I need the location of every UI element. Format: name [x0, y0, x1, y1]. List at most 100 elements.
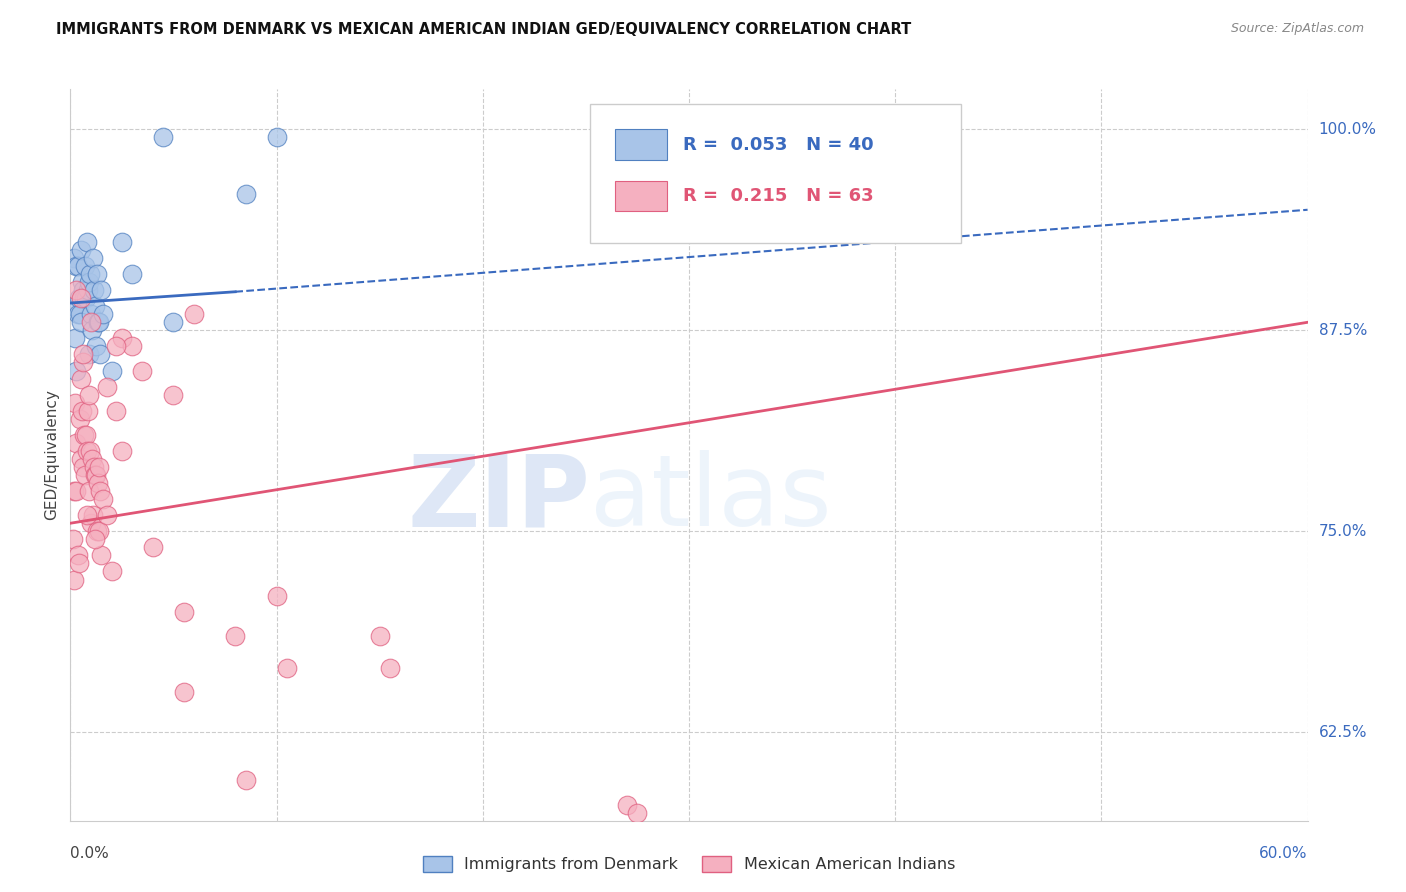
Point: [111, 235, 134, 249]
Text: 60.0%: 60.0%: [1260, 846, 1308, 861]
Legend: Immigrants from Denmark, Mexican American Indians: Immigrants from Denmark, Mexican America…: [416, 849, 962, 879]
Point: [76, 443, 98, 458]
Point: [121, 339, 143, 353]
Point: [235, 186, 257, 201]
Point: [65, 283, 87, 297]
Point: [65, 395, 87, 409]
Point: [89, 460, 111, 475]
Point: [89, 347, 111, 361]
Point: [75, 291, 97, 305]
Point: [91, 307, 114, 321]
Text: atlas: atlas: [591, 450, 831, 548]
Text: 100.0%: 100.0%: [1319, 122, 1376, 136]
Point: [90, 283, 112, 297]
FancyBboxPatch shape: [614, 180, 666, 211]
Point: [62, 533, 84, 547]
FancyBboxPatch shape: [614, 129, 666, 161]
Point: [63, 573, 86, 587]
Text: Source: ZipAtlas.com: Source: ZipAtlas.com: [1230, 22, 1364, 36]
Point: [82, 508, 104, 523]
Point: [73, 468, 96, 483]
Point: [86, 524, 108, 539]
Point: [89, 524, 111, 539]
Text: 75.0%: 75.0%: [1319, 524, 1367, 539]
Point: [70, 275, 93, 289]
Point: [72, 355, 94, 369]
Point: [77, 484, 100, 499]
Point: [84, 299, 107, 313]
Point: [100, 363, 122, 377]
Point: [70, 403, 93, 417]
Point: [72, 460, 94, 475]
Point: [368, 629, 391, 643]
Point: [111, 443, 134, 458]
Point: [121, 267, 143, 281]
Text: ZIP: ZIP: [408, 450, 591, 548]
Point: [77, 347, 100, 361]
Point: [77, 275, 100, 289]
Point: [266, 130, 288, 145]
Point: [83, 283, 105, 297]
Text: 62.5%: 62.5%: [1319, 724, 1367, 739]
Point: [84, 468, 107, 483]
Point: [80, 323, 103, 337]
Y-axis label: GED/Equivalency: GED/Equivalency: [44, 390, 59, 520]
FancyBboxPatch shape: [591, 103, 962, 243]
Point: [142, 541, 165, 555]
Point: [378, 661, 401, 675]
Point: [65, 259, 87, 273]
Point: [266, 589, 288, 603]
Point: [76, 508, 98, 523]
Point: [73, 291, 96, 305]
Point: [72, 283, 94, 297]
Point: [173, 605, 195, 619]
Point: [73, 427, 96, 442]
Point: [86, 267, 108, 281]
Point: [82, 251, 104, 265]
Point: [67, 291, 90, 305]
Point: [84, 468, 107, 483]
Point: [173, 685, 195, 699]
Point: [87, 315, 110, 329]
Text: R =  0.053   N = 40: R = 0.053 N = 40: [683, 136, 873, 153]
Point: [63, 251, 86, 265]
Point: [69, 411, 91, 425]
Point: [72, 347, 94, 361]
Point: [104, 403, 127, 417]
Point: [84, 339, 107, 353]
Point: [62, 299, 84, 313]
Point: [69, 371, 91, 385]
Point: [89, 484, 111, 499]
Point: [66, 307, 89, 321]
Point: [235, 773, 257, 788]
Point: [69, 291, 91, 305]
Point: [162, 387, 184, 401]
Point: [80, 452, 103, 467]
Point: [63, 484, 86, 499]
Point: [69, 307, 91, 321]
Point: [69, 452, 91, 467]
Text: 0.0%: 0.0%: [70, 846, 110, 861]
Point: [66, 259, 89, 273]
Point: [76, 403, 98, 417]
Point: [224, 629, 246, 643]
Point: [90, 549, 112, 563]
Point: [65, 484, 87, 499]
Point: [89, 315, 111, 329]
Point: [96, 508, 118, 523]
Point: [79, 267, 101, 281]
Point: [80, 307, 103, 321]
Point: [626, 805, 648, 820]
Point: [131, 363, 153, 377]
Point: [87, 476, 110, 491]
Point: [67, 557, 90, 571]
Point: [73, 259, 96, 273]
Point: [76, 283, 98, 297]
Point: [91, 492, 114, 507]
Point: [80, 516, 103, 531]
Point: [69, 315, 91, 329]
Text: 87.5%: 87.5%: [1319, 323, 1367, 338]
Point: [183, 307, 205, 321]
Point: [79, 443, 101, 458]
Point: [276, 661, 298, 675]
